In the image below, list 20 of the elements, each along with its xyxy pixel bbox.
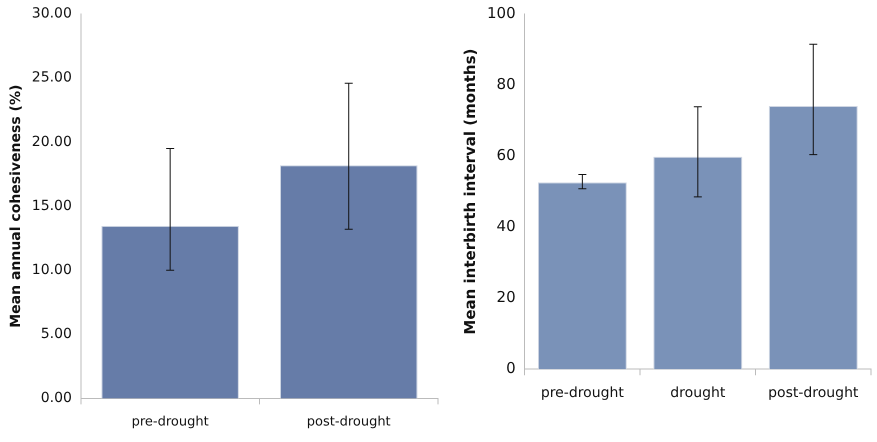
y-tick-label: 0	[506, 359, 516, 378]
y-tick-label: 5.00	[40, 326, 72, 342]
y-axis-title: Mean interbirth interval (months)	[460, 48, 479, 335]
x-tick-label: pre-drought	[132, 414, 209, 430]
y-tick-label: 100	[486, 4, 516, 22]
x-tick-label: pre-drought	[540, 385, 624, 402]
y-tick-label: 20.00	[32, 134, 72, 150]
x-tick-label: post-drought	[768, 385, 859, 402]
y-tick-label: 15.00	[32, 198, 72, 214]
y-tick-label: 20	[496, 288, 516, 306]
x-tick-label: drought	[670, 385, 726, 402]
x-tick-label: post-drought	[306, 414, 391, 430]
y-tick-label: 30.00	[32, 6, 72, 22]
y-tick-label: 0.00	[40, 390, 72, 406]
y-tick-label: 40	[496, 217, 516, 236]
y-axis-title: Mean annual cohesiveness (%)	[8, 84, 24, 328]
y-tick-label: 25.00	[32, 70, 72, 86]
y-tick-label: 10.00	[32, 262, 72, 278]
y-tick-label: 60	[496, 146, 516, 164]
y-tick-label: 80	[496, 74, 516, 93]
